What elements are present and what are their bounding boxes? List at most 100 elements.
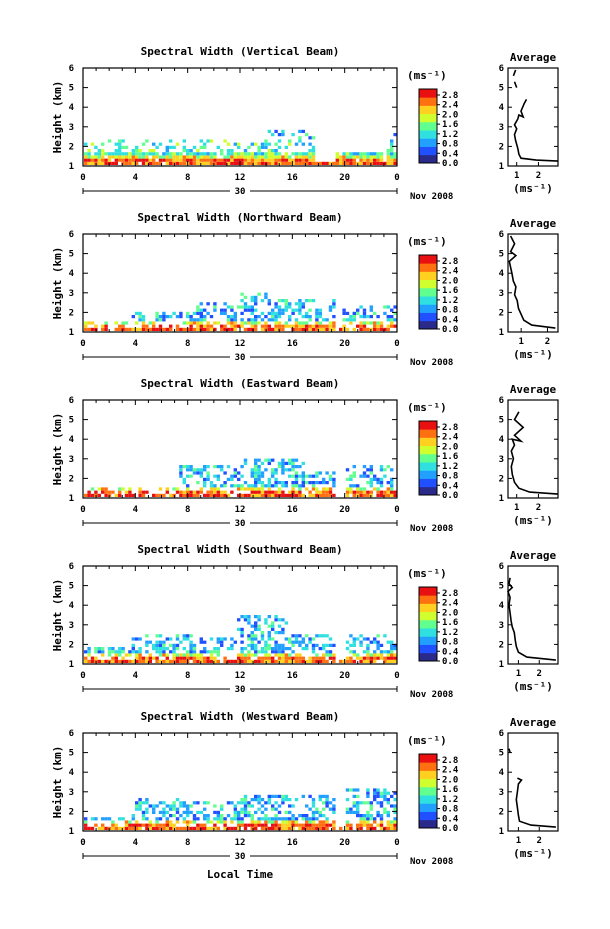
heatmap-cell <box>315 826 319 830</box>
heatmap-cell <box>247 152 251 156</box>
colorbar-tick-label: 0.8 <box>442 306 458 316</box>
panel-4: Spectral Width (Southward Beam)123456Hei… <box>51 543 559 700</box>
heatmap-cell <box>145 810 149 814</box>
heatmap-cell <box>349 484 353 488</box>
heatmap-cell <box>213 804 217 808</box>
heatmap-cell <box>315 315 319 319</box>
heatmap-cell <box>135 801 139 805</box>
heatmap-cell <box>260 311 265 315</box>
heatmap-cell <box>257 465 261 469</box>
heatmap-cell <box>254 643 258 647</box>
heatmap-cell <box>250 308 254 312</box>
heatmap-cell <box>359 493 363 497</box>
heatmap-cell <box>141 810 146 814</box>
heatmap-cell <box>203 650 207 654</box>
heatmap-cell <box>342 327 346 331</box>
heatmap-cell <box>172 158 176 162</box>
heatmap-cell <box>277 817 282 821</box>
heatmap-cell <box>118 653 122 657</box>
heatmap-cell <box>383 659 387 663</box>
heatmap-cell <box>145 640 149 644</box>
heatmap-cell <box>186 656 190 660</box>
heatmap-cell <box>203 640 207 644</box>
heatmap-cell <box>311 158 316 162</box>
heatmap-cell <box>369 465 373 469</box>
heatmap-cell <box>379 650 384 654</box>
heatmap-cell <box>145 826 149 830</box>
heatmap-cell <box>359 656 363 660</box>
heatmap-cell <box>254 142 258 146</box>
heatmap-cell <box>277 794 282 798</box>
heatmap-cell <box>203 656 207 660</box>
heatmap-cell <box>203 465 207 469</box>
heatmap-cell <box>325 817 329 821</box>
heatmap-cell <box>203 315 207 319</box>
heatmap-cell <box>277 643 282 647</box>
heatmap-cell <box>369 158 373 162</box>
heatmap-cell <box>267 311 271 315</box>
heatmap-cell <box>373 152 377 156</box>
heatmap-cell <box>260 637 265 641</box>
heatmap-cell <box>284 653 288 657</box>
heatmap-cell <box>152 158 156 162</box>
colorbar-tick-label: 1.6 <box>442 618 458 628</box>
heatmap-cell <box>182 161 186 165</box>
heatmap-cell <box>179 471 183 475</box>
heatmap-cell <box>254 823 258 827</box>
heatmap-cell <box>165 826 169 830</box>
heatmap-cell <box>308 308 312 312</box>
heatmap-cell <box>271 458 275 462</box>
heatmap-cell <box>104 321 108 325</box>
heatmap-cell <box>305 152 309 156</box>
heatmap-cell <box>274 659 278 663</box>
heatmap-cell <box>260 817 265 821</box>
heatmap-cell <box>328 327 333 331</box>
heatmap-cell <box>90 659 95 663</box>
heatmap-cell <box>101 327 105 331</box>
heatmap-cell <box>101 653 105 657</box>
heatmap-cell <box>267 149 271 153</box>
heatmap-cell <box>260 155 265 159</box>
heatmap-cell <box>189 158 193 162</box>
heatmap-cell <box>111 659 115 663</box>
heatmap-cell <box>352 493 356 497</box>
heatmap-cell <box>362 637 367 641</box>
heatmap-cell <box>165 327 169 331</box>
heatmap-cell <box>264 468 268 472</box>
heatmap-cell <box>240 650 244 654</box>
heatmap-cell <box>141 158 146 162</box>
heatmap-cell <box>237 820 241 824</box>
heatmap-cell <box>315 493 319 497</box>
heatmap-cell <box>162 155 166 159</box>
heatmap-cell <box>383 798 387 802</box>
heatmap-cell <box>291 468 295 472</box>
colorbar-segment <box>419 778 437 788</box>
average-x-tick-label: 2 <box>537 669 542 679</box>
heatmap-cell <box>362 814 367 818</box>
heatmap-cell <box>179 468 183 472</box>
heatmap-cell <box>186 315 190 319</box>
heatmap-cell <box>356 804 360 808</box>
heatmap-cell <box>206 474 210 478</box>
heatmap-cell <box>325 318 329 322</box>
heatmap-cell <box>250 324 254 328</box>
heatmap-cell <box>121 321 125 325</box>
heatmap-cell <box>373 791 377 795</box>
heatmap-cell <box>233 817 237 821</box>
heatmap-cell <box>155 318 159 322</box>
heatmap-cell <box>305 321 309 325</box>
heatmap-cell <box>148 327 152 331</box>
heatmap-cell <box>233 484 237 488</box>
heatmap-cell <box>288 142 292 146</box>
heatmap-cell <box>199 318 203 322</box>
heatmap-cell <box>223 155 227 159</box>
heatmap-cell <box>155 311 159 315</box>
heatmap-cell <box>352 637 356 641</box>
heatmap-cell <box>203 327 207 331</box>
heatmap-cell <box>339 158 343 162</box>
heatmap-cell <box>87 161 91 165</box>
heatmap-cell <box>390 315 394 319</box>
heatmap-cell <box>393 161 397 165</box>
heatmap-cell <box>301 640 305 644</box>
heatmap-cell <box>373 788 377 792</box>
